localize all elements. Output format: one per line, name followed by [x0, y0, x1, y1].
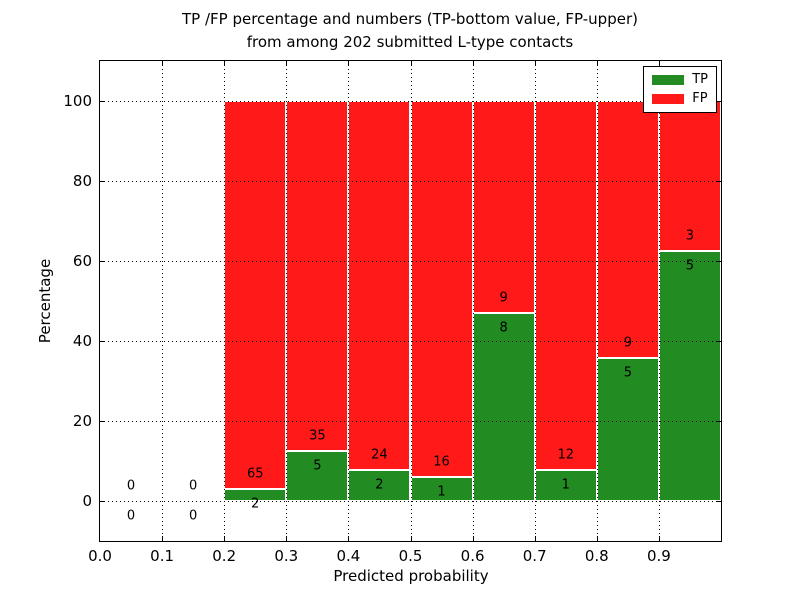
fp-bar-segment	[224, 101, 287, 490]
tp-count-label: 2	[375, 477, 384, 493]
x-tick-bottom	[162, 536, 164, 541]
x-tick-bottom	[224, 536, 226, 541]
y-tick-label: 80	[72, 172, 92, 190]
y-tick-left	[100, 101, 105, 102]
x-tick-bottom	[286, 536, 288, 541]
gridline-vertical	[348, 61, 350, 541]
tp-count-label: 8	[499, 320, 508, 336]
tp-count-label: 0	[189, 508, 198, 524]
x-tick-label: 0.1	[150, 547, 175, 565]
legend: TP FP	[643, 66, 717, 113]
chart-title-line2: from among 202 submitted L-type contacts	[246, 33, 574, 51]
x-tick-top	[410, 61, 412, 66]
fp-color-swatch	[652, 94, 685, 104]
fp-count-label: 65	[246, 466, 264, 482]
x-tick-label: 0.6	[460, 547, 485, 565]
x-tick-top	[472, 61, 474, 66]
fp-count-label: 16	[433, 454, 450, 470]
x-tick-top	[596, 61, 598, 66]
x-tick-label: 0.0	[88, 547, 112, 565]
x-tick-bottom	[658, 536, 660, 541]
y-tick-label: 60	[72, 252, 92, 270]
x-tick-bottom	[410, 536, 412, 541]
x-tick-top	[286, 61, 288, 66]
x-tick-label: 0.4	[336, 547, 361, 565]
x-tick-label: 0.7	[522, 547, 547, 565]
gridline-vertical	[224, 61, 226, 541]
fp-count-label: 0	[189, 478, 198, 494]
tp-count-label: 5	[313, 458, 322, 474]
x-tick-label: 0.8	[584, 547, 609, 565]
y-tick-left	[100, 181, 105, 182]
y-tick-label: 20	[72, 412, 92, 430]
legend-item-fp: FP	[652, 92, 708, 106]
fp-count-label: 9	[499, 290, 508, 306]
gridline-vertical	[286, 61, 288, 541]
x-tick-label: 0.3	[274, 547, 299, 565]
y-tick-label: 100	[63, 92, 92, 110]
gridline-vertical	[658, 61, 660, 541]
gridline-vertical	[534, 61, 536, 541]
x-tick-top	[162, 61, 164, 66]
tp-count-label: 1	[437, 484, 446, 500]
y-tick-left	[100, 501, 105, 502]
x-tick-bottom	[596, 536, 598, 541]
gridline-vertical	[162, 61, 164, 541]
chart-title-line1: TP /FP percentage and numbers (TP-bottom…	[182, 10, 638, 28]
y-tick-right	[716, 181, 721, 182]
legend-label-fp: FP	[692, 91, 708, 106]
fp-count-label: 12	[557, 447, 575, 463]
x-tick-label: 0.5	[398, 547, 423, 565]
chart-title: TP /FP percentage and numbers (TP-bottom…	[99, 8, 721, 54]
legend-label-tp: TP	[692, 72, 708, 87]
fp-count-label: 9	[623, 335, 632, 351]
tp-count-label: 5	[685, 258, 695, 274]
fp-bar-segment	[348, 101, 411, 471]
y-tick-right	[716, 341, 721, 342]
plot-area: Percentage Predicted probability TP FP 0…	[36, 60, 722, 585]
legend-item-tp: TP	[652, 73, 708, 87]
x-tick-bottom	[534, 536, 536, 541]
x-tick-bottom	[348, 536, 350, 541]
fp-bar-segment	[472, 101, 535, 313]
y-tick-left	[100, 261, 105, 262]
tp-bar-segment	[286, 451, 349, 501]
fp-bar-segment	[534, 101, 597, 471]
fp-count-label: 24	[371, 447, 388, 463]
gridline-vertical	[410, 61, 412, 541]
fp-count-label: 35	[309, 428, 326, 444]
y-tick-label: 0	[82, 492, 92, 510]
x-tick-top	[224, 61, 226, 66]
tp-color-swatch	[652, 75, 685, 85]
y-tick-left	[100, 421, 105, 422]
y-tick-right	[716, 101, 721, 102]
y-tick-label: 40	[72, 332, 92, 350]
x-axis-label: Predicted probability	[333, 567, 489, 585]
x-tick-top	[534, 61, 536, 66]
x-tick-bottom	[472, 536, 474, 541]
gridline-vertical	[596, 61, 598, 541]
x-tick-label: 0.2	[212, 547, 237, 565]
gridline-vertical	[472, 61, 474, 541]
x-tick-label: 0.9	[646, 547, 671, 565]
fp-count-label: 0	[126, 478, 136, 494]
tp-count-label: 0	[126, 508, 136, 524]
fp-count-label: 3	[685, 228, 695, 244]
y-tick-left	[100, 341, 105, 342]
tp-count-label: 2	[251, 496, 260, 512]
tp-bar-segment	[658, 251, 721, 501]
y-tick-right	[716, 501, 721, 502]
fp-bar-segment	[286, 101, 349, 451]
tp-count-label: 5	[623, 365, 632, 381]
y-tick-right	[716, 261, 721, 262]
y-tick-right	[716, 421, 721, 422]
fp-bar-segment	[596, 101, 659, 359]
y-axis-label: Percentage	[36, 258, 54, 344]
tp-count-label: 1	[561, 477, 570, 493]
x-tick-top	[348, 61, 350, 66]
x-tick-top	[658, 61, 660, 66]
